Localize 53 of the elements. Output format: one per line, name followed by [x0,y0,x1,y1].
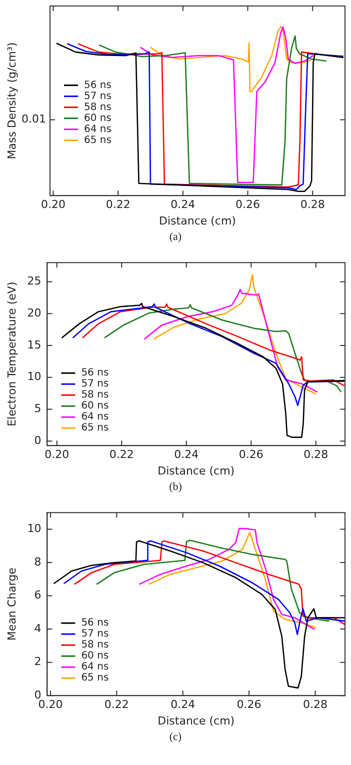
y-axis-title: Mean Charge [5,567,18,641]
y-axis-title: Mass Density (g/cm³) [5,42,18,160]
x-tick-label: 0.26 [238,448,264,462]
legend-label: 60 ns [81,400,109,412]
x-tick-label: 0.26 [235,198,260,212]
legend-label: 65 ns [81,422,109,434]
legend-label: 56 ns [81,618,109,629]
legend-label: 64 ns [81,662,109,673]
y-axis-title: Electron Temperature (eV) [5,282,18,426]
y-tick-label: 8 [34,555,42,568]
text: (c) [168,730,183,745]
x-tick-label: 0.22 [106,198,130,212]
y-tick-label: 5 [34,402,42,416]
text: (a) [168,230,183,245]
legend-label: 58 ns [81,640,109,651]
legend-label: 57 ns [81,628,109,640]
legend-label: 56 ns [84,80,112,91]
legend-label: 60 ns [81,650,109,662]
x-axis-title: Distance (cm) [158,464,235,478]
y-tick-label: 6 [34,588,42,602]
x-tick-label: 0.28 [300,198,325,212]
x-tick-label: 0.24 [174,448,199,462]
legend-label: 64 ns [81,412,109,423]
legend-label: 65 ns [81,672,109,684]
x-tick-label: 0.28 [302,698,328,712]
x-tick-label: 0.24 [170,198,196,212]
x-axis-title: Distance (cm) [159,214,236,228]
x-axis-title: Distance (cm) [158,714,235,728]
text: 0.01 [22,112,46,126]
legend-label: 57 ns [84,90,112,102]
legend-label: 58 ns [84,102,112,113]
x-tick-label: 0.20 [40,198,66,212]
y-tick-label: 10 [27,370,42,384]
y-tick-label: 15 [27,338,42,352]
x-tick-label: 0.22 [104,698,129,712]
x-tick-label: 0.28 [304,448,328,462]
x-tick-label: 0.24 [170,698,196,712]
legend-label: 60 ns [84,112,112,124]
legend-label: 58 ns [81,390,109,401]
x-tick-label: 0.22 [109,448,134,462]
y-tick-label: 2 [34,655,42,668]
x-tick-label: 0.26 [236,698,262,712]
y-tick-label: 4 [34,622,42,635]
legend-label: 56 ns [81,368,109,379]
y-tick-label: 25 [27,274,42,288]
x-tick-label: 0.20 [44,448,70,462]
legend-label: 57 ns [81,378,109,390]
y-tick-label: 10 [27,522,42,536]
legend-label: 65 ns [84,134,112,146]
y-tick-label: 0 [34,434,42,447]
legend-label: 64 ns [84,124,112,135]
text: (b) [168,480,183,495]
y-tick-label: 20 [27,306,42,320]
